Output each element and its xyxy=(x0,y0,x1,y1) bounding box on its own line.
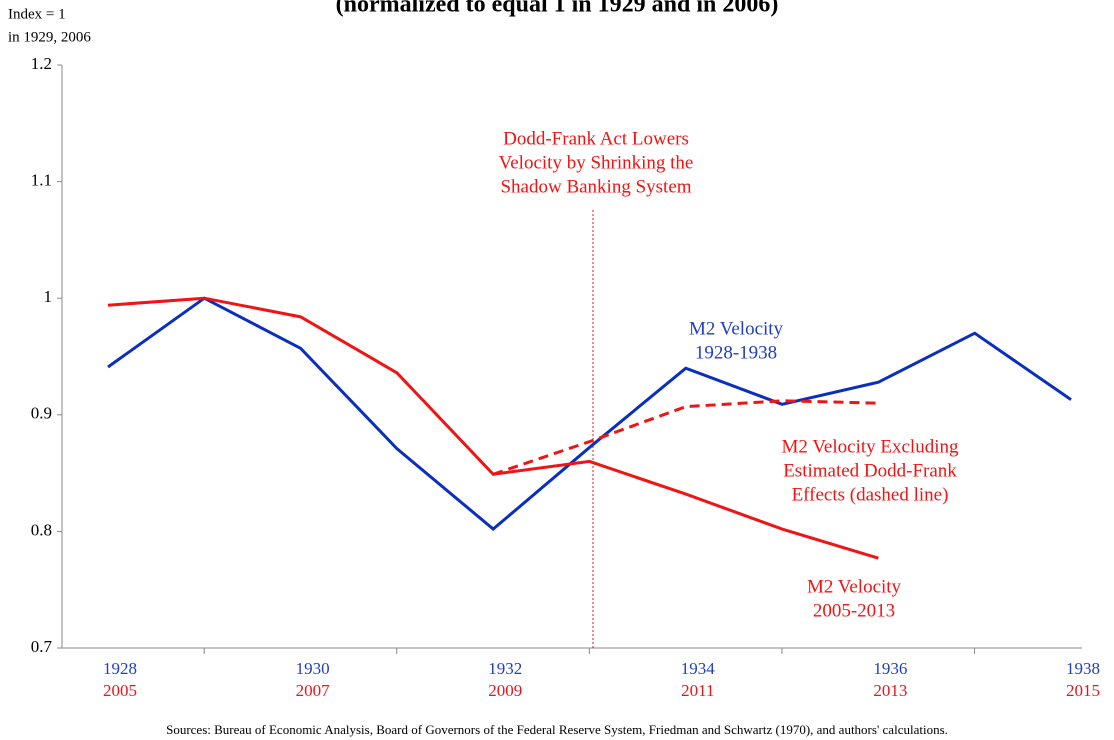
annotation: Estimated Dodd-Frank xyxy=(783,460,957,481)
annotation: Shadow Banking System xyxy=(500,176,691,197)
x-tick-label: 1936 xyxy=(873,659,907,678)
x-tick-label: 2009 xyxy=(488,681,522,700)
x-tick-label: 1930 xyxy=(296,659,330,678)
annotation: Dodd-Frank Act Lowers xyxy=(503,128,689,149)
y-axis-label: in 1929, 2006 xyxy=(8,29,91,45)
annotation: Velocity by Shrinking the xyxy=(499,152,694,173)
annotation: M2 Velocity xyxy=(689,318,784,339)
y-tick-label: 1.2 xyxy=(31,54,52,73)
annotation: 2005-2013 xyxy=(813,600,895,621)
annotation: M2 Velocity xyxy=(807,576,902,597)
series-line xyxy=(107,296,1072,532)
chart-title: (normalized to equal 1 in 1929 and in 20… xyxy=(336,0,779,18)
x-tick-label: 1934 xyxy=(681,659,716,678)
x-tick-label: 2015 xyxy=(1066,681,1100,700)
y-tick-label: 1 xyxy=(44,287,53,306)
x-tick-label: 1932 xyxy=(488,659,522,678)
x-tick-label: 2007 xyxy=(296,681,331,700)
annotation: Effects (dashed line) xyxy=(792,484,949,505)
series-line xyxy=(492,399,879,476)
x-tick-label: 1928 xyxy=(103,659,137,678)
y-tick-label: 1.1 xyxy=(31,171,52,190)
x-tick-label: 2005 xyxy=(103,681,137,700)
x-tick-label: 2013 xyxy=(873,681,907,700)
x-tick-label: 2011 xyxy=(681,681,714,700)
x-tick-label: 1938 xyxy=(1066,659,1100,678)
y-tick-label: 0.7 xyxy=(31,637,53,656)
source-note: Sources: Bureau of Economic Analysis, Bo… xyxy=(166,722,948,737)
y-axis-label: Index = 1 xyxy=(8,6,66,22)
annotation: 1928-1938 xyxy=(695,342,777,363)
y-tick-label: 0.9 xyxy=(31,404,52,423)
annotation: M2 Velocity Excluding xyxy=(782,436,959,457)
y-tick-label: 0.8 xyxy=(31,520,52,539)
